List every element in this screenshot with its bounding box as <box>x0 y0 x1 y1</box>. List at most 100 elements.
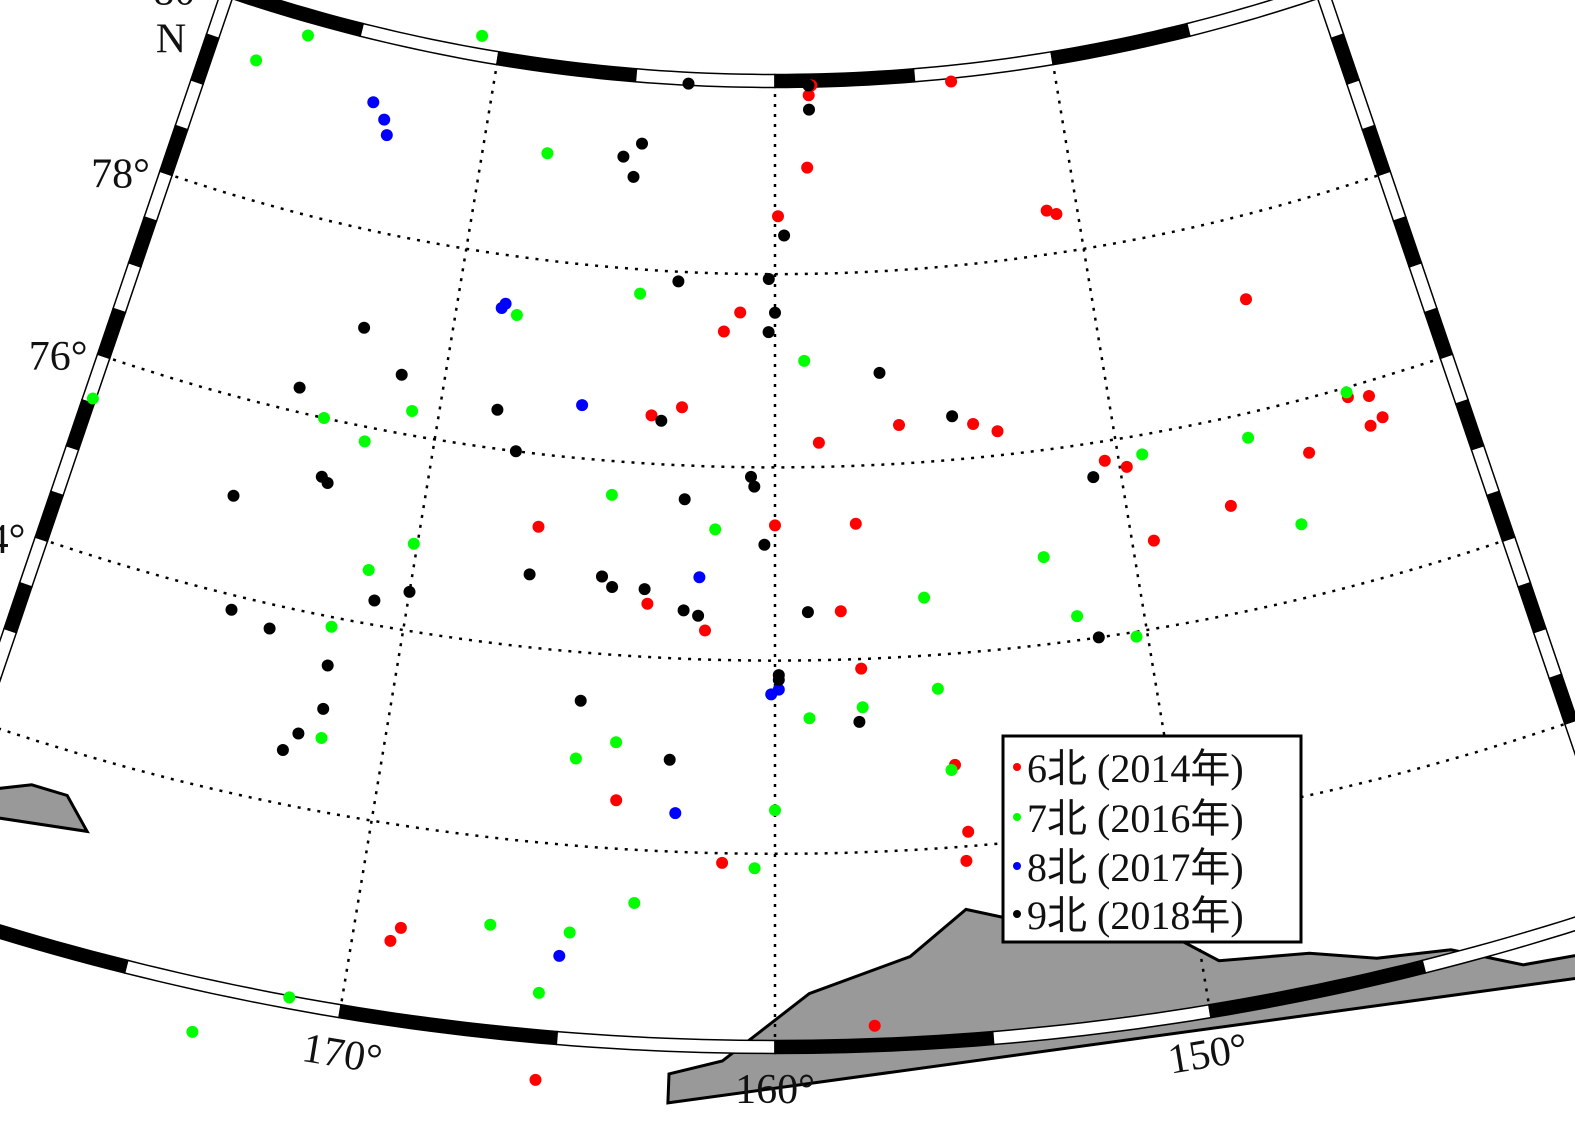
station-point <box>596 570 608 583</box>
station-point <box>1136 448 1149 461</box>
frame-band <box>1330 33 1361 85</box>
station-point <box>563 926 576 939</box>
station-point <box>803 712 816 725</box>
frame-band <box>1421 916 1575 974</box>
station-point <box>1087 471 1100 484</box>
frame-band <box>1376 170 1407 223</box>
station-point <box>406 405 419 417</box>
legend-marker-cn9 <box>1013 910 1021 918</box>
station-point <box>634 287 647 300</box>
legend-label-cn7: 7北 (2016年) <box>1027 796 1244 841</box>
station-point <box>317 702 330 715</box>
frame-band <box>1408 261 1438 314</box>
frame-band <box>65 398 96 451</box>
station-point <box>532 520 545 533</box>
station-point <box>856 701 869 714</box>
station-point <box>709 523 722 536</box>
station-point <box>225 603 238 616</box>
station-point <box>1376 411 1389 424</box>
station-point <box>812 436 825 449</box>
lat-label: 74° <box>0 517 25 563</box>
parallel-76 <box>103 355 1447 469</box>
station-point <box>1098 454 1111 467</box>
station-point <box>931 682 944 695</box>
station-point <box>758 538 771 551</box>
frame-band <box>1439 353 1470 405</box>
frame-band <box>1501 536 1532 588</box>
station-point <box>641 597 654 610</box>
station-point <box>801 161 814 174</box>
frame-band <box>0 677 2 684</box>
station-point <box>638 583 651 596</box>
frame-band <box>112 261 142 314</box>
legend-label-cn9: 9北 (2018年) <box>1027 893 1244 938</box>
station-point <box>693 571 706 584</box>
frame-band <box>174 78 205 131</box>
frame-band <box>1470 444 1501 497</box>
lon-label: 170° <box>299 1025 385 1083</box>
station-point <box>495 302 508 314</box>
station-point <box>769 804 781 817</box>
station-point <box>1037 551 1050 564</box>
lat-label: 78° <box>91 151 150 197</box>
station-point <box>803 103 815 116</box>
station-point <box>532 986 545 999</box>
station-point <box>802 79 815 92</box>
station-point <box>769 306 781 319</box>
station-point <box>669 807 682 820</box>
frame-band <box>1185 0 1317 38</box>
frame-band <box>1050 22 1191 66</box>
station-point <box>86 392 99 405</box>
station-point <box>1363 390 1375 402</box>
station-point <box>321 477 334 489</box>
station-point <box>628 897 641 909</box>
station-point <box>868 1019 881 1032</box>
frame-band <box>555 1030 776 1055</box>
station-point <box>716 856 729 869</box>
station-point <box>250 54 263 67</box>
station-point <box>476 29 489 42</box>
station-point <box>1364 419 1377 432</box>
station-point <box>636 137 648 150</box>
station-point <box>1242 431 1255 444</box>
station-point <box>962 825 975 838</box>
frame-band <box>1317 0 1345 40</box>
graticule-layer <box>0 57 1572 1047</box>
station-point <box>873 366 886 379</box>
station-point <box>967 418 980 430</box>
station-point <box>1295 518 1308 531</box>
station-point <box>748 480 761 493</box>
frame-band <box>1563 719 1575 757</box>
station-point <box>380 129 393 142</box>
station-point <box>745 470 757 483</box>
station-point <box>1340 386 1353 399</box>
station-point <box>772 210 784 223</box>
frame-band <box>634 67 776 89</box>
station-point <box>802 89 815 102</box>
station-point <box>358 321 371 334</box>
station-point <box>699 624 711 637</box>
frame-band <box>127 216 158 268</box>
station-point <box>1071 610 1084 623</box>
station-point <box>991 425 1004 438</box>
station-point <box>762 273 775 285</box>
station-point <box>645 409 658 422</box>
station-point <box>855 662 868 675</box>
legend: 6北 (2014年) 7北 (2016年) 8北 (2017年) 9北 (201… <box>1001 734 1303 944</box>
frame-band <box>123 959 342 1019</box>
frame-band <box>158 124 189 177</box>
legend-box <box>1001 734 1303 944</box>
frame-band <box>233 0 365 38</box>
station-point <box>801 606 814 619</box>
frame-band <box>359 22 500 66</box>
station-point <box>677 604 690 617</box>
station-point <box>292 727 305 740</box>
station-point <box>276 744 289 756</box>
frame-band <box>34 490 65 543</box>
frame-band <box>1392 216 1423 268</box>
station-point <box>778 229 791 242</box>
station-point <box>321 659 334 672</box>
station-point <box>1147 534 1160 547</box>
station-point <box>655 414 668 427</box>
legend-marker-cn8 <box>1013 862 1021 870</box>
